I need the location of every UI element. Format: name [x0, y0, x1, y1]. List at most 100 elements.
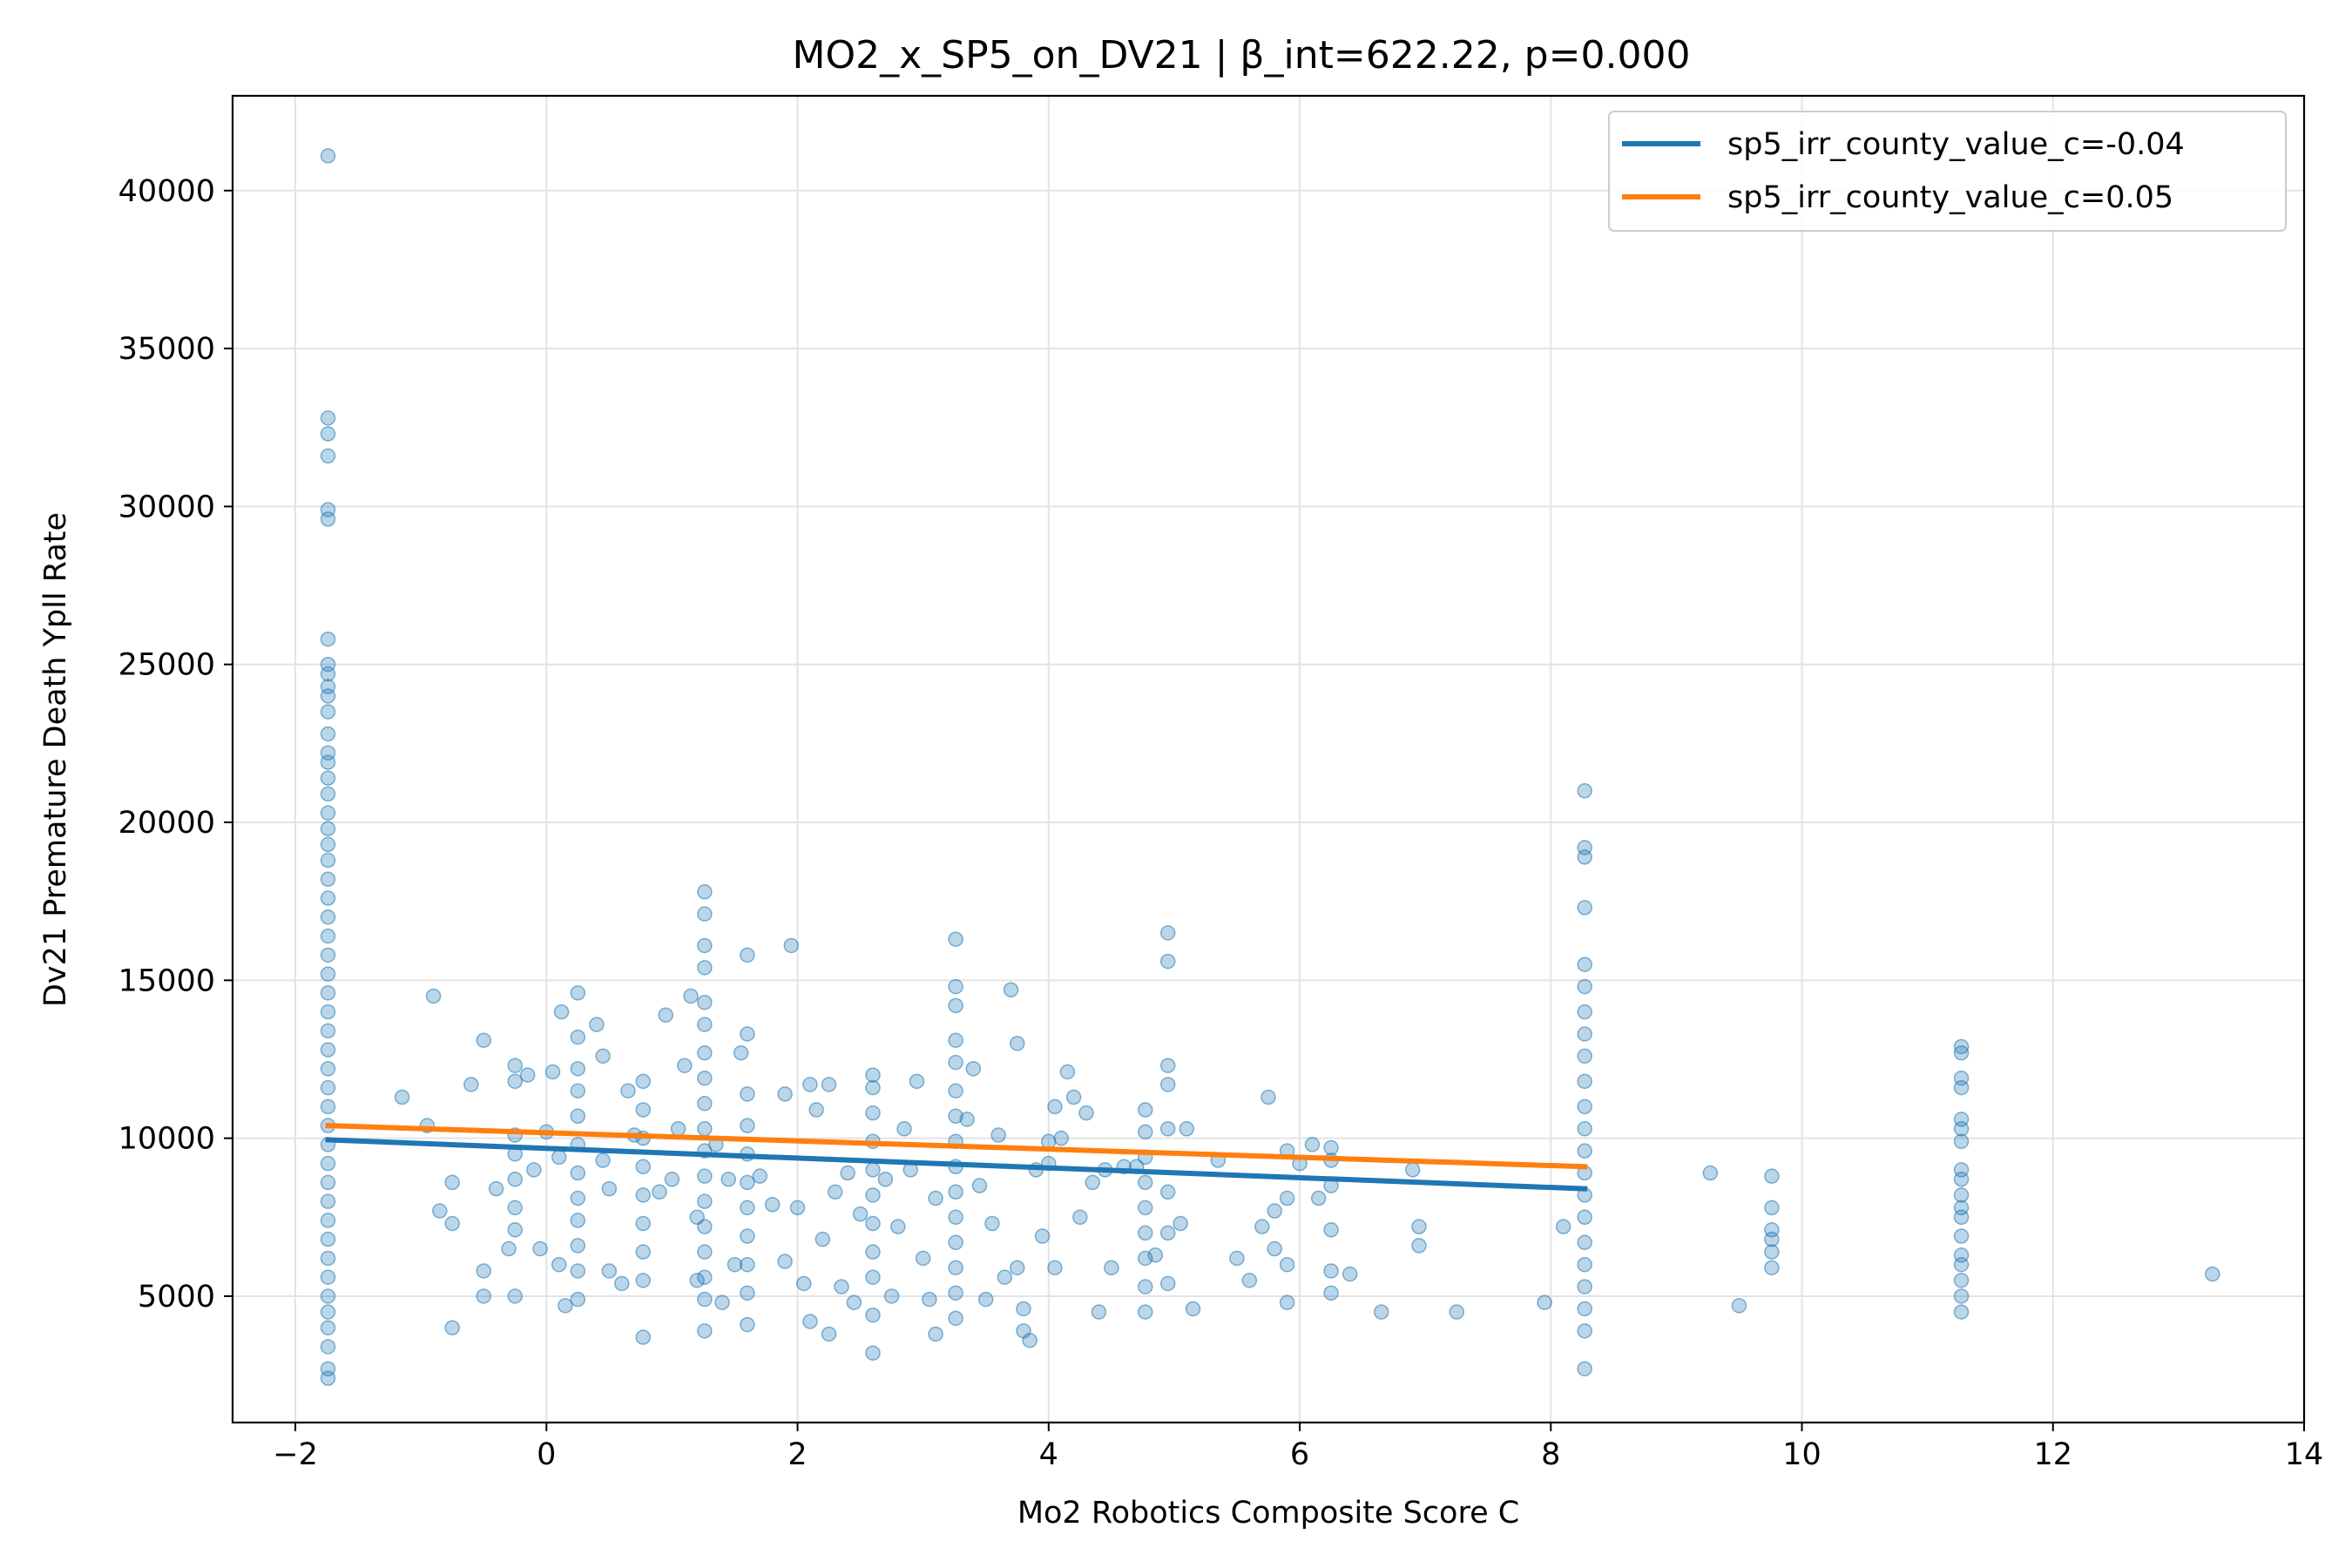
x-tick-label: 4 — [1039, 1437, 1058, 1472]
scatter-point — [1953, 1172, 1970, 1187]
scatter-point — [320, 1304, 336, 1320]
scatter-point — [526, 1162, 542, 1178]
scatter-point — [697, 1244, 713, 1260]
scatter-point — [697, 1017, 713, 1032]
y-axis-ticks: 5000 10000 15000 20000 25000 30000 35000 40000 — [118, 174, 233, 1315]
scatter-point — [740, 1228, 755, 1244]
scatter-point — [1764, 1260, 1780, 1276]
scatter-point — [1731, 1298, 1747, 1314]
scatter-point — [971, 1178, 988, 1193]
scatter-point — [1577, 1098, 1592, 1115]
scatter-point — [320, 821, 336, 837]
scatter-point — [697, 994, 713, 1010]
scatter-point — [865, 1269, 881, 1285]
scatter-point — [1078, 1105, 1094, 1121]
scatter-point — [965, 1061, 982, 1077]
scatter-point — [570, 1238, 586, 1254]
scatter-point — [601, 1263, 618, 1279]
scatter-point — [697, 1291, 713, 1308]
scatter-point — [1159, 1225, 1176, 1241]
scatter-point — [551, 1149, 567, 1166]
y-tick-label: 35000 — [118, 332, 215, 367]
scatter-point — [883, 1288, 900, 1304]
scatter-point — [320, 1079, 336, 1096]
scatter-point — [1065, 1089, 1082, 1105]
scatter-point — [1254, 1219, 1270, 1234]
scatter-point — [1091, 1304, 1107, 1320]
scatter-point — [551, 1256, 567, 1273]
legend-label-series-2: sp5_irr_county_value_c=0.05 — [1727, 180, 2173, 215]
scatter-point — [1104, 1260, 1119, 1276]
scatter-point — [570, 1165, 586, 1181]
scatter-point — [519, 1067, 536, 1083]
scatter-point — [959, 1112, 975, 1127]
scatter-point — [476, 1288, 491, 1304]
scatter-point — [802, 1314, 818, 1329]
scatter-point — [320, 1193, 336, 1209]
scatter-point — [1953, 1187, 1970, 1203]
scatter-point — [1577, 956, 1592, 972]
scatter-point — [553, 1004, 570, 1020]
scatter-point — [2205, 1266, 2220, 1282]
scatter-point — [1953, 1256, 1970, 1273]
scatter-point — [1179, 1121, 1195, 1137]
scatter-point — [689, 1273, 705, 1288]
scatter-point — [635, 1215, 652, 1232]
scatter-point — [501, 1240, 517, 1257]
scatter-point — [320, 909, 336, 925]
scatter-point — [948, 1083, 963, 1098]
scatter-point — [476, 1263, 491, 1279]
scatter-point — [595, 1152, 611, 1168]
legend: sp5_irr_county_value_c=-0.04 sp5_irr_cou… — [1608, 111, 2287, 232]
scatter-point — [1577, 1004, 1592, 1020]
scatter-point — [922, 1291, 937, 1308]
y-tick-label: 10000 — [118, 1122, 215, 1157]
scatter-point — [865, 1105, 881, 1121]
scatter-point — [1577, 900, 1592, 916]
legend-box — [1608, 111, 2287, 232]
scatter-point — [697, 1219, 713, 1234]
scatter-point — [1953, 1304, 1970, 1320]
scatter-point — [1159, 1077, 1176, 1092]
scatter-point — [320, 426, 336, 442]
scatter-point — [740, 1316, 755, 1333]
scatter-point — [1138, 1102, 1153, 1118]
scatter-point — [1147, 1247, 1164, 1263]
x-tick-label: 10 — [1782, 1437, 1821, 1472]
scatter-point — [740, 1200, 755, 1216]
scatter-point — [320, 890, 336, 906]
scatter-point — [320, 688, 336, 704]
scatter-point — [1159, 953, 1176, 970]
scatter-point — [948, 978, 963, 995]
scatter-point — [320, 966, 336, 982]
scatter-point — [507, 1172, 524, 1187]
scatter-point — [683, 988, 699, 1004]
scatter-point — [1577, 1048, 1592, 1064]
scatter-point — [320, 754, 336, 770]
x-axis-ticks: −2 0 2 4 6 8 10 12 14 — [273, 1423, 2323, 1472]
scatter-point — [589, 1017, 605, 1032]
scatter-point — [990, 1127, 1006, 1143]
scatter-point — [670, 1121, 686, 1137]
scatter-point — [320, 511, 336, 527]
scatter-point — [320, 666, 336, 682]
scatter-point — [1373, 1304, 1389, 1320]
scatter-point — [697, 884, 713, 900]
scatter-point — [865, 1215, 881, 1232]
scatter-point — [789, 1200, 806, 1216]
scatter-point — [1953, 1121, 1970, 1137]
scatter-point — [1267, 1240, 1282, 1257]
fit-line-series-1 — [325, 1137, 1588, 1192]
scatter-point — [320, 148, 336, 164]
scatter-point — [828, 1184, 843, 1200]
scatter-point — [1072, 1209, 1088, 1226]
scatter-point — [1764, 1231, 1780, 1247]
scatter-point — [984, 1215, 1000, 1232]
scatter-point — [320, 786, 336, 802]
x-tick-label: 6 — [1290, 1437, 1309, 1472]
scatter-point — [1323, 1222, 1339, 1238]
scatter-point — [1323, 1139, 1339, 1156]
scatter-point — [865, 1307, 881, 1323]
scatter-point — [425, 988, 442, 1004]
legend-label-series-1: sp5_irr_county_value_c=-0.04 — [1727, 127, 2185, 162]
